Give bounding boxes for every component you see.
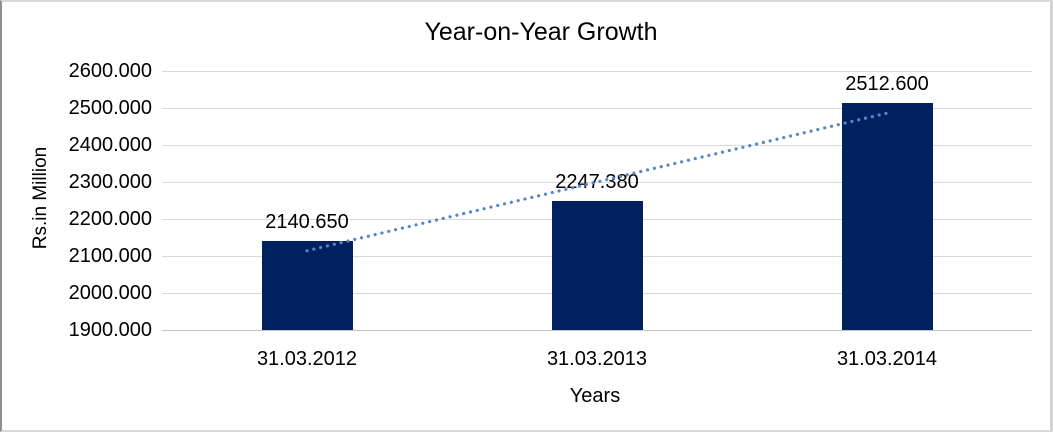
chart-title: Year-on-Year Growth [424, 18, 658, 46]
data-label: 2247.380 [555, 171, 639, 194]
data-label: 2512.600 [845, 73, 929, 96]
bar-31.03.2014 [841, 103, 933, 330]
y-tick-label: 2200.000 [68, 208, 152, 230]
y-axis-title: Rs.in Million [30, 146, 51, 250]
bar-31.03.2013 [551, 201, 643, 330]
y-tick-label: 2300.000 [68, 171, 152, 193]
y-tick-label: 2400.000 [68, 134, 152, 156]
y-tick-label: 1900.000 [68, 319, 152, 341]
x-tick-label: 31.03.2012 [256, 348, 358, 370]
y-tick-label: 2600.000 [68, 60, 152, 82]
y-tick-label: 2000.000 [68, 282, 152, 304]
y-tick-label: 2100.000 [68, 245, 152, 267]
x-tick-label: 31.03.2013 [546, 348, 648, 370]
gridline [162, 329, 1032, 331]
bar-31.03.2012 [261, 240, 353, 330]
gridline [162, 107, 1032, 109]
data-label: 2140.650 [265, 210, 349, 233]
x-tick-label: 31.03.2014 [836, 348, 938, 370]
x-axis-title: Years [569, 385, 621, 407]
y-tick-label: 2500.000 [68, 97, 152, 119]
gridline [162, 70, 1032, 72]
